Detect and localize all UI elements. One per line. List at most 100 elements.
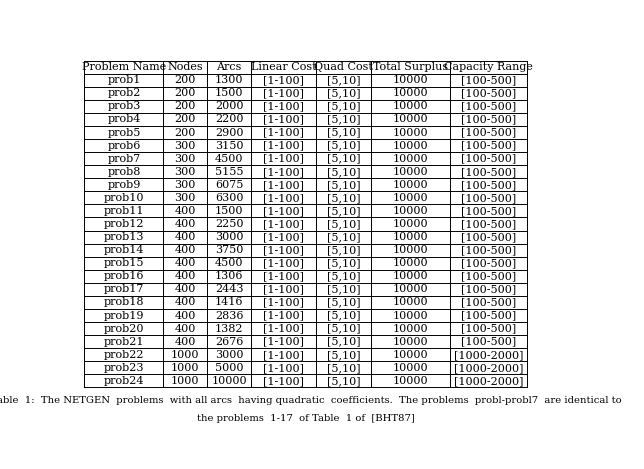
Text: [1-100]: [1-100] <box>263 297 304 308</box>
Text: [100-500]: [100-500] <box>461 219 516 229</box>
Text: [1-100]: [1-100] <box>263 376 304 386</box>
Text: prob19: prob19 <box>104 310 144 320</box>
Text: [100-500]: [100-500] <box>461 193 516 203</box>
Text: [1000-2000]: [1000-2000] <box>454 363 524 373</box>
Text: [1-100]: [1-100] <box>263 272 304 281</box>
Text: [5,10]: [5,10] <box>327 376 361 386</box>
Text: 10000: 10000 <box>393 376 428 386</box>
Text: 10000: 10000 <box>393 167 428 177</box>
Text: 200: 200 <box>175 88 196 98</box>
Text: 10000: 10000 <box>393 101 428 111</box>
Text: prob15: prob15 <box>104 258 144 268</box>
Text: 4500: 4500 <box>215 258 243 268</box>
Text: prob12: prob12 <box>104 219 144 229</box>
Text: prob16: prob16 <box>104 272 144 281</box>
Text: 300: 300 <box>175 154 196 164</box>
Text: [5,10]: [5,10] <box>327 350 361 360</box>
Text: [100-500]: [100-500] <box>461 88 516 98</box>
Text: 400: 400 <box>175 272 196 281</box>
Text: [100-500]: [100-500] <box>461 324 516 333</box>
Text: 6300: 6300 <box>215 193 243 203</box>
Text: [5,10]: [5,10] <box>327 284 361 295</box>
Text: [100-500]: [100-500] <box>461 232 516 242</box>
Text: 10000: 10000 <box>393 310 428 320</box>
Text: prob3: prob3 <box>108 101 140 111</box>
Text: 3000: 3000 <box>215 350 243 360</box>
Text: [1-100]: [1-100] <box>263 141 304 151</box>
Text: Arcs: Arcs <box>216 62 242 72</box>
Text: 300: 300 <box>175 141 196 151</box>
Text: [1-100]: [1-100] <box>263 88 304 98</box>
Text: 2836: 2836 <box>215 310 243 320</box>
Text: [1-100]: [1-100] <box>263 180 304 190</box>
Text: [100-500]: [100-500] <box>461 141 516 151</box>
Text: 2900: 2900 <box>215 128 243 137</box>
Text: 2200: 2200 <box>215 114 243 124</box>
Text: [1-100]: [1-100] <box>263 363 304 373</box>
Text: 1416: 1416 <box>215 297 243 308</box>
Text: 200: 200 <box>175 75 196 85</box>
Text: [1-100]: [1-100] <box>263 284 304 295</box>
Text: [100-500]: [100-500] <box>461 337 516 347</box>
Text: 10000: 10000 <box>393 180 428 190</box>
Text: 10000: 10000 <box>393 337 428 347</box>
Text: [100-500]: [100-500] <box>461 101 516 111</box>
Text: [5,10]: [5,10] <box>327 219 361 229</box>
Text: 300: 300 <box>175 180 196 190</box>
Text: prob18: prob18 <box>104 297 144 308</box>
Text: 400: 400 <box>175 310 196 320</box>
Text: Quad Cost: Quad Cost <box>314 62 373 72</box>
Text: prob6: prob6 <box>108 141 140 151</box>
Text: [1000-2000]: [1000-2000] <box>454 350 524 360</box>
Text: 10000: 10000 <box>393 88 428 98</box>
Text: prob11: prob11 <box>104 206 144 216</box>
Text: [5,10]: [5,10] <box>327 167 361 177</box>
Text: prob20: prob20 <box>104 324 144 333</box>
Text: 10000: 10000 <box>393 258 428 268</box>
Text: [100-500]: [100-500] <box>461 167 516 177</box>
Text: 10000: 10000 <box>393 141 428 151</box>
Text: [100-500]: [100-500] <box>461 128 516 137</box>
Text: [100-500]: [100-500] <box>461 180 516 190</box>
Text: 10000: 10000 <box>393 284 428 295</box>
Text: [1-100]: [1-100] <box>263 245 304 255</box>
Text: [1-100]: [1-100] <box>263 167 304 177</box>
Text: [5,10]: [5,10] <box>327 232 361 242</box>
Text: 3000: 3000 <box>215 232 243 242</box>
Text: [5,10]: [5,10] <box>327 258 361 268</box>
Text: 400: 400 <box>175 337 196 347</box>
Text: [5,10]: [5,10] <box>327 128 361 137</box>
Text: [5,10]: [5,10] <box>327 272 361 281</box>
Text: 1000: 1000 <box>171 350 200 360</box>
Text: 400: 400 <box>175 284 196 295</box>
Text: prob10: prob10 <box>104 193 144 203</box>
Text: [1-100]: [1-100] <box>263 310 304 320</box>
Text: prob22: prob22 <box>104 350 144 360</box>
Text: prob14: prob14 <box>104 245 144 255</box>
Text: [5,10]: [5,10] <box>327 245 361 255</box>
Text: 10000: 10000 <box>393 206 428 216</box>
Text: 400: 400 <box>175 297 196 308</box>
Text: Nodes: Nodes <box>167 62 203 72</box>
Text: 10000: 10000 <box>393 219 428 229</box>
Text: [5,10]: [5,10] <box>327 310 361 320</box>
Text: prob9: prob9 <box>108 180 140 190</box>
Text: [5,10]: [5,10] <box>327 324 361 333</box>
Text: [5,10]: [5,10] <box>327 141 361 151</box>
Text: [5,10]: [5,10] <box>327 114 361 124</box>
Text: 10000: 10000 <box>393 232 428 242</box>
Text: [5,10]: [5,10] <box>327 180 361 190</box>
Text: 5000: 5000 <box>215 363 243 373</box>
Text: [5,10]: [5,10] <box>327 337 361 347</box>
Text: 200: 200 <box>175 114 196 124</box>
Text: [5,10]: [5,10] <box>327 206 361 216</box>
Text: [1-100]: [1-100] <box>263 206 304 216</box>
Text: 400: 400 <box>175 232 196 242</box>
Text: prob17: prob17 <box>104 284 144 295</box>
Text: [1-100]: [1-100] <box>263 232 304 242</box>
Text: 10000: 10000 <box>393 272 428 281</box>
Text: [5,10]: [5,10] <box>327 154 361 164</box>
Text: 10000: 10000 <box>393 324 428 333</box>
Text: Problem Name: Problem Name <box>82 62 166 72</box>
Text: [100-500]: [100-500] <box>461 154 516 164</box>
